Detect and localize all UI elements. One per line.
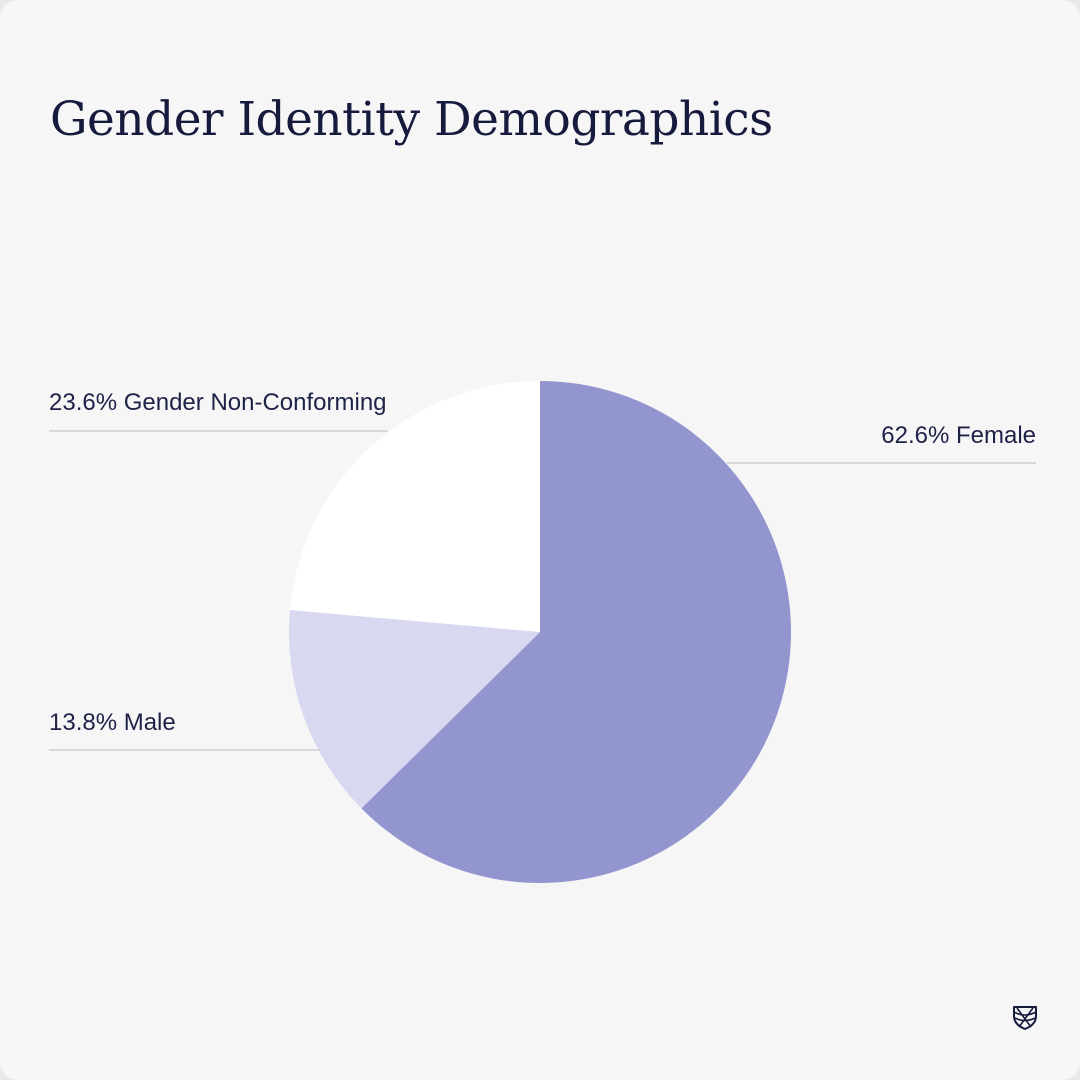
slice-label-female: 62.6% Female [881,422,1036,449]
shield-crest-icon [1013,1006,1037,1030]
slice-label-gender-non-conforming: 23.6% Gender Non-Conforming [49,389,387,416]
pie-slice-male [288,609,540,809]
slice-label-male: 13.8% Male [49,709,176,736]
chart-title: Gender Identity Demographics [50,92,773,147]
pie-slice-gender-non-conforming [289,381,540,632]
pie-slice-female [361,381,791,883]
pie-slices [288,381,791,883]
